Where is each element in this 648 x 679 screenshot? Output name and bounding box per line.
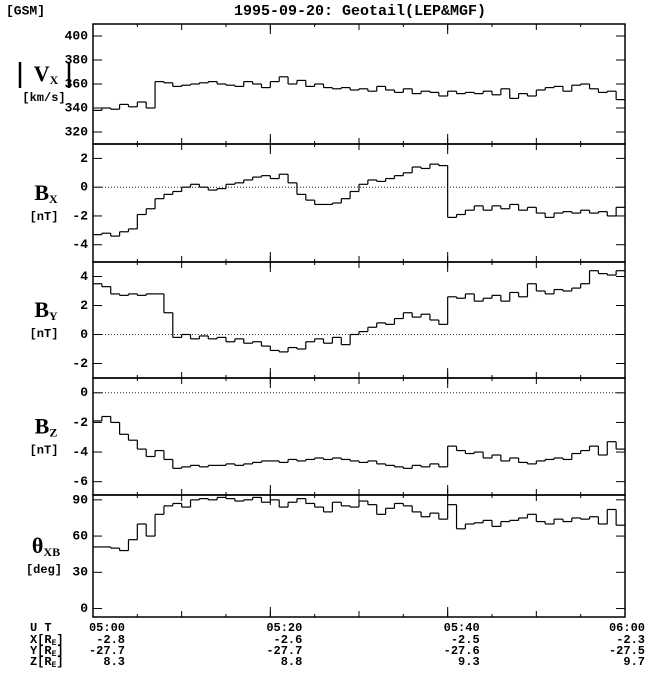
y-tick-label: 340	[65, 100, 89, 115]
y-label-unit: [deg]	[26, 563, 62, 577]
y-tick-label: -4	[72, 444, 88, 459]
x-tick-label: 05:20	[266, 621, 302, 635]
orbit-label: X[R	[30, 633, 52, 647]
y-tick-label: 4	[80, 269, 88, 284]
y-label-unit: [nT]	[30, 327, 59, 341]
chart-title: 1995-09-20: Geotail(LEP&MGF)	[234, 3, 486, 20]
y-label-symbol: B	[35, 414, 50, 439]
y-label-subscript: XB	[43, 545, 60, 559]
orbit-value: 9.7	[623, 655, 645, 669]
y-label: BZ	[35, 414, 58, 440]
y-tick-label: 380	[65, 52, 89, 67]
y-label-symbol: V	[34, 61, 50, 86]
y-label-subscript: Z	[49, 425, 57, 439]
panel-frame	[92, 494, 626, 618]
orbit-value: -2.5	[451, 633, 480, 647]
orbit-label-sub: E	[52, 639, 57, 648]
y-label-symbol: θ	[32, 533, 43, 558]
orbit-label: Y[R	[30, 644, 52, 658]
y-label: VX	[34, 61, 59, 87]
orbit-label-close: ]	[56, 644, 63, 658]
y-label-symbol: B	[34, 180, 49, 205]
x-tick-label: 05:40	[444, 621, 480, 635]
orbit-value: 9.3	[458, 655, 480, 669]
y-tick-label: 0	[80, 180, 88, 195]
orbit-label-close: ]	[56, 655, 63, 669]
y-tick-label: -2	[72, 415, 88, 430]
y-tick-label: 2	[80, 151, 88, 166]
y-tick-label: 2	[80, 298, 88, 313]
y-label-symbol: B	[34, 297, 49, 322]
y-label-unit: [km/s]	[22, 91, 65, 105]
y-tick-label: 400	[65, 28, 89, 43]
orbit-value: 8.8	[281, 655, 303, 669]
y-label: BX	[34, 180, 58, 206]
orbit-value: -27.5	[609, 644, 645, 658]
orbit-label-sub: E	[52, 650, 57, 659]
y-tick-label: -2	[72, 208, 88, 223]
y-label-subscript: X	[49, 192, 58, 206]
orbit-value: -27.7	[266, 644, 302, 658]
y-tick-label: 60	[72, 529, 88, 544]
orbit-label: Z[R	[30, 655, 52, 669]
y-tick-label: -4	[72, 237, 88, 252]
y-label: θXB	[32, 533, 60, 559]
x-tick-label: 06:00	[609, 621, 645, 635]
orbit-value: -2.8	[96, 633, 125, 647]
y-label-subscript: Y	[49, 309, 58, 323]
orbit-value: -2.6	[274, 633, 303, 647]
y-tick-label: 0	[80, 385, 88, 400]
y-label-unit: [nT]	[30, 444, 59, 458]
coordinate-system: [GSM]	[6, 3, 45, 18]
y-label: BY	[34, 297, 58, 323]
y-tick-label: 30	[72, 565, 88, 580]
y-tick-label: 360	[65, 76, 89, 91]
orbit-row-label: X[RE]	[30, 633, 64, 648]
orbit-label-sub: E	[52, 661, 57, 670]
orbit-row-label: Z[RE]	[30, 655, 64, 670]
y-tick-label: 0	[80, 327, 88, 342]
y-tick-label: -6	[72, 474, 88, 489]
y-tick-label: -2	[72, 356, 88, 371]
orbit-value: 8.3	[103, 655, 125, 669]
time-row-label: U T	[30, 621, 52, 635]
orbit-value: -2.3	[616, 633, 645, 647]
orbit-value: -27.7	[89, 644, 125, 658]
orbit-row-label: Y[RE]	[30, 644, 64, 659]
y-tick-label: 0	[80, 601, 88, 616]
orbit-value: -27.6	[444, 644, 480, 658]
y-label-unit: [nT]	[30, 210, 59, 224]
x-tick-label: 05:00	[89, 621, 125, 635]
y-tick-label: 320	[65, 124, 89, 139]
orbit-label-close: ]	[56, 633, 63, 647]
y-label-subscript: X	[50, 73, 59, 87]
y-tick-label: 90	[72, 492, 88, 507]
